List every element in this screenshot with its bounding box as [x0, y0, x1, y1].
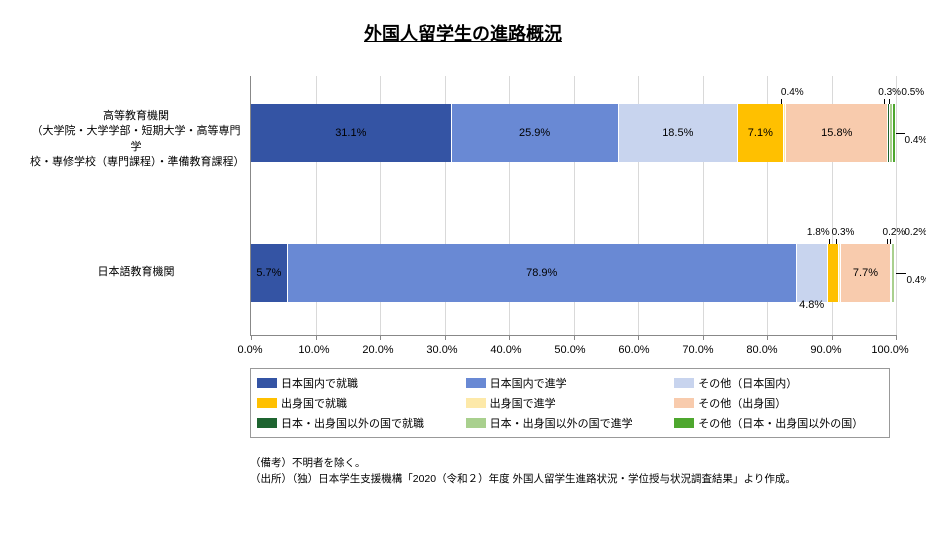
tick-mark: [251, 335, 252, 340]
legend-label: その他（日本国内）: [698, 375, 797, 391]
callout-label: 0.2%: [883, 227, 906, 238]
bar-row: 5.7% 78.9% 4.8% 7.7%: [251, 244, 896, 302]
legend-swatch: [466, 418, 486, 428]
legend-swatch: [674, 398, 694, 408]
x-axis: 0.0%10.0%20.0%30.0%40.0%50.0%60.0%70.0%8…: [250, 342, 890, 360]
legend-item: その他（日本・出身国以外の国）: [674, 413, 883, 433]
x-tick-label: 80.0%: [746, 344, 777, 356]
x-tick-label: 30.0%: [426, 344, 457, 356]
legend-swatch: [466, 398, 486, 408]
legend-item: 出身国で進学: [466, 393, 675, 413]
legend-label: その他（出身国）: [698, 395, 786, 411]
segment-value: 4.8%: [799, 299, 824, 311]
legend-item: 日本・出身国以外の国で進学: [466, 413, 675, 433]
bar-segment: 25.9%: [452, 104, 619, 162]
bar-segment: 15.8%: [786, 104, 888, 162]
tick-mark: [574, 335, 575, 340]
chart-area: 高等教育機関（大学院・大学学部・短期大学・高等専門学校・専修学校（専門課程）・準…: [30, 76, 896, 336]
x-tick-label: 50.0%: [554, 344, 585, 356]
segment-value: 5.7%: [256, 267, 281, 279]
category-label: 高等教育機関（大学院・大学学部・短期大学・高等専門学校・専修学校（専門課程）・準…: [30, 109, 242, 171]
legend-item: 日本・出身国以外の国で就職: [257, 413, 466, 433]
x-tick-label: 0.0%: [237, 344, 262, 356]
bar-segment: [893, 104, 896, 162]
legend-swatch: [257, 378, 277, 388]
bar-segment: 18.5%: [619, 104, 738, 162]
bar-segment: 78.9%: [288, 244, 797, 302]
tick-mark: [380, 335, 381, 340]
segment-value: 25.9%: [519, 127, 550, 139]
legend-item: 出身国で就職: [257, 393, 466, 413]
legend-label: 日本・出身国以外の国で進学: [490, 415, 633, 431]
category-label: 日本語教育機関: [30, 265, 242, 280]
tick-mark: [316, 335, 317, 340]
plot-area: 0.4%0.3%0.4%0.5%31.1%25.9%18.5%7.1%15.8%…: [250, 76, 896, 336]
callout-label: 0.5%: [901, 87, 924, 98]
x-tick-label: 10.0%: [298, 344, 329, 356]
legend-item: その他（出身国）: [674, 393, 883, 413]
tick-mark: [896, 335, 897, 340]
legend-label: 出身国で進学: [490, 395, 556, 411]
callout-label: 1.8%: [807, 227, 830, 238]
legend-swatch: [257, 398, 277, 408]
callout-label: 0.4%: [906, 275, 926, 286]
segment-value: 18.5%: [662, 127, 693, 139]
callout-label: 0.2%: [904, 227, 926, 238]
tick-mark: [832, 335, 833, 340]
bar-segment: [895, 244, 896, 302]
segment-value: 15.8%: [821, 127, 852, 139]
x-tick-label: 90.0%: [810, 344, 841, 356]
legend-label: 日本国内で就職: [281, 375, 358, 391]
grid-line: [896, 76, 897, 335]
chart-title: 外国人留学生の進路概況: [30, 20, 896, 46]
legend-swatch: [674, 378, 694, 388]
x-tick-label: 100.0%: [871, 344, 908, 356]
legend-item: その他（日本国内）: [674, 373, 883, 393]
legend-swatch: [674, 418, 694, 428]
bar-row: 31.1% 25.9% 18.5% 7.1% 15.8%: [251, 104, 896, 162]
legend-label: 出身国で就職: [281, 395, 347, 411]
y-axis-labels: 高等教育機関（大学院・大学学部・短期大学・高等専門学校・専修学校（専門課程）・準…: [30, 76, 250, 336]
segment-value: 31.1%: [335, 127, 366, 139]
legend-label: 日本国内で進学: [490, 375, 567, 391]
x-tick-label: 40.0%: [490, 344, 521, 356]
tick-mark: [509, 335, 510, 340]
bar-segment: 7.1%: [738, 104, 784, 162]
segment-value: 78.9%: [526, 267, 557, 279]
legend-swatch: [466, 378, 486, 388]
legend-item: 日本国内で進学: [466, 373, 675, 393]
callout-label: 0.4%: [781, 87, 804, 98]
segment-value: 7.1%: [748, 127, 773, 139]
chart-notes: （備考）不明者を除く。 （出所）（独）日本学生支援機構「2020（令和２）年度 …: [250, 456, 896, 488]
legend: 日本国内で就職 日本国内で進学 その他（日本国内） 出身国で就職 出身国で進学 その他（出…: [250, 368, 890, 438]
bar-segment: 5.7%: [251, 244, 288, 302]
x-tick-label: 60.0%: [618, 344, 649, 356]
legend-label: 日本・出身国以外の国で就職: [281, 415, 424, 431]
tick-mark: [703, 335, 704, 340]
legend-label: その他（日本・出身国以外の国）: [698, 415, 863, 431]
tick-mark: [445, 335, 446, 340]
x-tick-label: 20.0%: [362, 344, 393, 356]
bar-segment: 31.1%: [251, 104, 452, 162]
tick-mark: [638, 335, 639, 340]
callout-label: 0.3%: [878, 87, 901, 98]
note-remark: （備考）不明者を除く。: [250, 456, 896, 472]
callout-label: 0.4%: [905, 135, 926, 146]
legend-item: 日本国内で就職: [257, 373, 466, 393]
bar-segment: 4.8%: [797, 244, 828, 302]
x-tick-label: 70.0%: [682, 344, 713, 356]
bar-segment: 7.7%: [841, 244, 891, 302]
legend-swatch: [257, 418, 277, 428]
segment-value: 7.7%: [853, 267, 878, 279]
note-source: （出所）（独）日本学生支援機構「2020（令和２）年度 外国人留学生進路状況・学…: [250, 472, 896, 488]
callout-label: 0.3%: [832, 227, 855, 238]
tick-mark: [767, 335, 768, 340]
bar-segment: [828, 244, 840, 302]
